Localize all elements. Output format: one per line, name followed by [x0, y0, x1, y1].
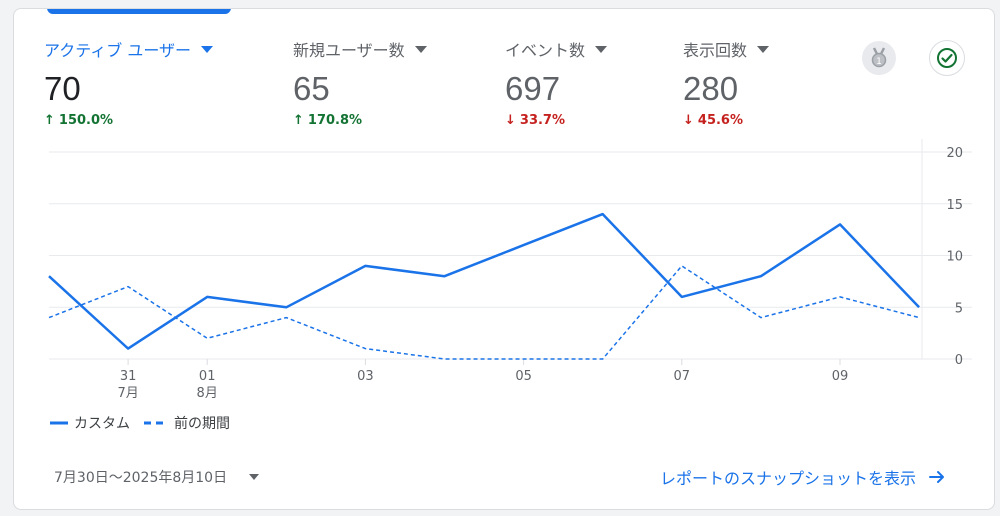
metric-value: 65: [293, 70, 330, 107]
chart-legend: カスタム 前の期間: [50, 413, 230, 433]
metric-label: アクティブ ユーザー: [44, 41, 192, 60]
y-tick-label: 20: [946, 146, 963, 161]
legend-label: カスタム: [74, 416, 130, 432]
x-tick-label: 07: [674, 369, 691, 384]
metric-label: 新規ユーザー数: [293, 41, 405, 60]
metric-header[interactable]: 新規ユーザー数: [293, 37, 427, 61]
y-tick-label: 0: [955, 353, 963, 368]
legend-item-current: カスタム: [50, 413, 130, 433]
legend-label: 前の期間: [174, 416, 230, 432]
metric-change-value: 170.8%: [307, 113, 363, 128]
metric-change-value: 33.7%: [519, 113, 566, 128]
metric-header[interactable]: アクティブ ユーザー: [44, 37, 214, 61]
check-circle-icon[interactable]: [929, 40, 965, 76]
metric-header[interactable]: 表示回数: [683, 37, 770, 61]
legend-dashed-line-icon: [144, 421, 168, 425]
metric-active-users[interactable]: アクティブ ユーザー 70 ↑ 150.0%: [44, 37, 214, 128]
legend-solid-line-icon: [50, 421, 68, 425]
metric-change: ↓ 33.7%: [505, 113, 607, 128]
metric-label: 表示回数: [683, 41, 748, 60]
y-tick-label: 5: [955, 301, 963, 316]
chart-grid: [49, 139, 972, 360]
metric-change: ↑ 150.0%: [44, 113, 213, 128]
metric-views[interactable]: 表示回数 280 ↓ 45.6%: [683, 37, 770, 128]
x-tick-label: 01: [199, 369, 216, 384]
date-range-label: 7月30日～2025年8月10日: [54, 470, 228, 486]
x-tick-month-label: 7月: [117, 386, 138, 401]
x-tick-label: 31: [120, 369, 137, 384]
chart-series: [48, 212, 921, 360]
series-line-previous-period: [48, 265, 920, 360]
view-report-snapshot-link[interactable]: レポートのスナップショットを表示: [660, 465, 946, 489]
metric-events[interactable]: イベント数 697 ↓ 33.7%: [505, 37, 608, 128]
arrow-right-icon[interactable]: [928, 468, 946, 486]
date-range-selector[interactable]: 7月30日～2025年8月10日: [54, 467, 260, 487]
metric-header[interactable]: イベント数: [505, 37, 608, 61]
link-label: レポートのスナップショットを表示: [660, 469, 917, 488]
x-tick-month-label: 8月: [197, 386, 218, 401]
x-tick-label: 03: [357, 369, 374, 384]
metric-change: ↑ 170.8%: [293, 113, 427, 128]
arrow-down-icon: ↓: [683, 113, 694, 128]
metric-value: 697: [505, 70, 561, 107]
x-tick-label: 09: [832, 369, 849, 384]
metric-change-value: 150.0%: [58, 113, 114, 128]
arrow-down-icon: ↓: [505, 113, 516, 128]
y-axis-labels: 0 5 10 15 20: [946, 146, 963, 368]
caret-down-icon[interactable]: [757, 45, 770, 53]
award-badge-icon[interactable]: 1: [862, 41, 896, 75]
svg-text:1: 1: [876, 57, 882, 67]
metric-label: イベント数: [505, 41, 586, 60]
caret-down-icon[interactable]: [595, 45, 608, 53]
arrow-up-icon: ↑: [44, 113, 55, 128]
active-tab-indicator: [47, 9, 231, 14]
caret-down-icon[interactable]: [414, 45, 427, 53]
legend-item-previous: 前の期間: [144, 413, 230, 433]
overview-card: アクティブ ユーザー 70 ↑ 150.0% 新規ユーザー数 65 ↑ 170.…: [13, 8, 995, 510]
metric-value: 280: [683, 70, 739, 107]
metric-new-users[interactable]: 新規ユーザー数 65 ↑ 170.8%: [293, 37, 427, 128]
caret-down-icon[interactable]: [201, 45, 214, 53]
arrow-up-icon: ↑: [293, 113, 304, 128]
metric-change: ↓ 45.6%: [683, 113, 769, 128]
metric-change-value: 45.6%: [697, 113, 744, 128]
y-tick-label: 15: [946, 198, 963, 213]
x-axis-labels: 31 7月 01 8月 03 05 07 09: [117, 359, 848, 401]
series-line-custom: [48, 212, 921, 350]
x-tick-label: 05: [515, 369, 532, 384]
y-tick-label: 10: [946, 250, 963, 265]
caret-down-icon[interactable]: [249, 474, 260, 480]
metric-value: 70: [44, 70, 81, 107]
